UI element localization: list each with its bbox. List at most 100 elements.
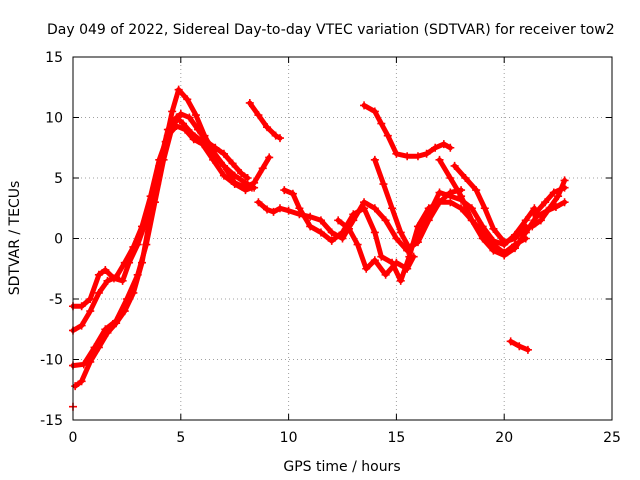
data-point-marker xyxy=(161,137,170,146)
data-point-marker xyxy=(405,244,414,253)
data-point-marker xyxy=(209,155,218,164)
data-point-marker xyxy=(295,204,304,213)
x-tick-label: 15 xyxy=(387,430,405,446)
data-point-marker xyxy=(263,205,272,214)
data-point-marker xyxy=(450,161,459,170)
data-point-marker xyxy=(530,210,539,219)
data-point-marker xyxy=(446,188,455,197)
data-point-marker xyxy=(457,204,466,213)
data-point-marker xyxy=(306,222,315,231)
y-tick-label: -10 xyxy=(40,353,63,369)
data-point-marker xyxy=(183,95,192,104)
series-line-trace-c xyxy=(70,111,251,369)
data-point-marker xyxy=(543,206,552,215)
series-line-trace-h xyxy=(361,102,453,159)
data-point-marker xyxy=(478,234,487,243)
x-tick-label: 25 xyxy=(603,430,621,446)
data-point-marker xyxy=(392,149,401,158)
data-series xyxy=(69,85,569,411)
data-point-marker xyxy=(422,149,431,158)
y-axis-label: SDTVAR / TECUs xyxy=(7,181,23,296)
data-point-marker xyxy=(521,228,530,237)
data-point-marker xyxy=(457,192,466,201)
data-point-marker xyxy=(360,204,369,213)
data-point-marker xyxy=(424,216,433,225)
data-point-marker xyxy=(409,252,418,261)
data-point-marker xyxy=(254,111,263,120)
data-point-marker xyxy=(446,174,455,182)
data-point-marker xyxy=(129,288,138,297)
data-point-marker xyxy=(258,164,267,173)
data-point-marker xyxy=(536,216,545,225)
data-point-marker xyxy=(181,125,190,134)
data-point-marker xyxy=(379,180,388,189)
x-axis-label: GPS time / hours xyxy=(283,459,400,475)
data-point-marker xyxy=(461,174,470,182)
data-point-marker xyxy=(112,273,121,282)
data-point-marker xyxy=(413,152,422,161)
data-point-marker xyxy=(174,85,183,94)
data-point-marker xyxy=(560,183,569,192)
data-point-marker xyxy=(112,319,121,328)
data-point-marker xyxy=(515,342,524,351)
data-point-marker xyxy=(86,295,95,303)
data-point-marker xyxy=(381,270,390,279)
series-line-trace-f xyxy=(255,190,537,254)
data-point-marker xyxy=(200,131,209,140)
data-point-marker xyxy=(243,174,252,182)
data-point-marker xyxy=(129,242,138,251)
chart-title: Day 049 of 2022, Sidereal Day-to-day VTE… xyxy=(47,22,615,38)
y-tick-label: -15 xyxy=(40,413,63,429)
data-point-marker xyxy=(94,343,103,352)
axis-ticks xyxy=(72,56,613,421)
data-point-marker xyxy=(413,222,422,231)
data-point-marker xyxy=(353,240,362,249)
data-point-marker xyxy=(435,188,444,197)
series-line-trace-p xyxy=(531,185,568,217)
data-point-marker xyxy=(254,198,263,207)
data-point-marker xyxy=(370,204,379,213)
data-point-marker xyxy=(327,228,336,237)
data-point-marker xyxy=(284,206,293,215)
x-tick-label: 20 xyxy=(495,430,513,446)
data-point-marker xyxy=(439,140,448,149)
data-point-marker xyxy=(381,216,390,225)
data-point-marker xyxy=(370,228,379,237)
data-point-marker xyxy=(71,382,80,391)
data-point-marker xyxy=(189,135,198,144)
data-point-marker xyxy=(500,251,509,260)
data-point-marker xyxy=(392,258,401,267)
y-tick-label: 15 xyxy=(45,50,63,66)
data-point-marker xyxy=(446,198,455,207)
data-point-marker xyxy=(551,203,560,212)
data-point-marker xyxy=(334,216,343,225)
x-tick-labels: 0 5 10 15 20 25 xyxy=(69,430,621,446)
data-point-marker xyxy=(209,147,218,156)
data-point-marker xyxy=(86,307,95,316)
data-point-marker xyxy=(467,216,476,225)
data-point-marker xyxy=(431,143,440,152)
data-point-marker xyxy=(144,222,153,231)
y-tick-label: 0 xyxy=(54,232,63,248)
data-point-marker xyxy=(560,198,569,207)
data-point-marker xyxy=(77,302,86,311)
data-point-marker xyxy=(77,377,86,386)
data-point-marker xyxy=(316,228,325,237)
data-point-marker xyxy=(120,307,129,316)
data-point-marker xyxy=(362,264,371,273)
data-point-marker xyxy=(383,131,392,140)
data-point-marker xyxy=(403,264,412,273)
data-point-marker xyxy=(370,107,379,116)
data-point-marker xyxy=(94,270,103,279)
data-point-marker xyxy=(446,143,455,152)
data-point-marker xyxy=(413,238,422,247)
data-point-marker xyxy=(263,123,272,132)
data-point-marker xyxy=(280,186,289,195)
data-point-marker xyxy=(103,328,112,337)
data-point-marker xyxy=(554,192,563,201)
data-point-marker xyxy=(219,149,228,158)
y-tick-label: -5 xyxy=(49,292,63,308)
data-point-marker xyxy=(77,321,86,330)
data-point-marker xyxy=(500,238,509,247)
